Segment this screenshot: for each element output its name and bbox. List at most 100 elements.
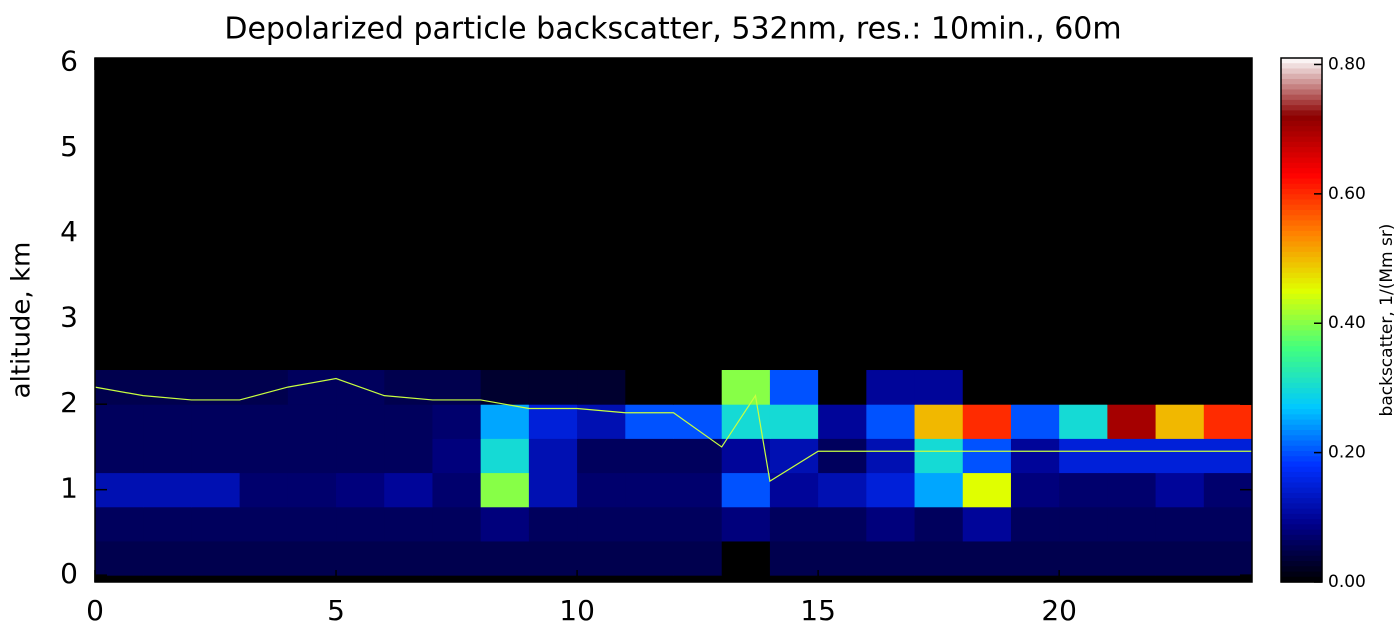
heatmap-cell — [866, 370, 916, 405]
colorbar-swatch — [1281, 440, 1322, 447]
heatmap-cell — [480, 506, 530, 542]
heatmap-cell — [1059, 370, 1108, 405]
colorbar-swatch — [1281, 147, 1322, 153]
colorbar-swatch — [1281, 503, 1322, 510]
colorbar-swatch — [1281, 152, 1322, 159]
heatmap-cell — [1010, 370, 1060, 405]
colorbar-swatch — [1281, 230, 1322, 237]
heatmap-cell — [818, 540, 867, 576]
y-tick-label: 1 — [60, 472, 78, 505]
heatmap-cell — [673, 370, 723, 405]
colorbar-swatch — [1281, 330, 1322, 337]
heatmap-cell — [577, 370, 626, 405]
colorbar-swatch — [1281, 209, 1322, 216]
colorbar-swatch — [1281, 272, 1322, 279]
x-tick-label: 0 — [86, 594, 104, 627]
heatmap-cell — [287, 438, 337, 474]
heatmap-cell — [336, 438, 385, 474]
heatmap-cell — [1107, 506, 1157, 542]
colorbar-swatch — [1281, 131, 1322, 138]
heatmap-cell — [769, 506, 819, 542]
heatmap-cell — [673, 404, 723, 439]
heatmap-cell — [143, 540, 192, 576]
y-tick-label: 6 — [60, 44, 78, 77]
heatmap-cell — [1059, 472, 1108, 508]
heatmap-cell — [239, 472, 289, 508]
heatmap-cell — [336, 404, 385, 439]
colorbar-swatch — [1281, 513, 1322, 520]
colorbar-swatch — [1281, 115, 1322, 122]
colorbar-swatch — [1281, 241, 1322, 248]
heatmap-cell — [1155, 540, 1205, 576]
heatmap-cell — [625, 506, 674, 542]
heatmap-cell — [673, 506, 723, 542]
x-tick-label: 15 — [800, 594, 836, 627]
colorbar-swatch — [1281, 430, 1322, 436]
heatmap-cell — [818, 438, 867, 474]
colorbar-swatch — [1281, 540, 1322, 546]
colorbar-swatch — [1281, 314, 1322, 321]
heatmap-cell — [625, 370, 674, 405]
heatmap-cell — [625, 472, 674, 508]
heatmap-cell — [384, 540, 433, 576]
heatmap-cell — [721, 370, 771, 405]
heatmap-cell — [239, 404, 289, 439]
heatmap-cell — [962, 438, 1012, 474]
colorbar-swatch — [1281, 471, 1322, 478]
heatmap-cell — [191, 404, 241, 439]
colorbar-swatch — [1281, 377, 1322, 384]
colorbar-swatch — [1281, 461, 1322, 468]
colorbar-swatch — [1281, 524, 1322, 531]
colorbar-swatch — [1281, 372, 1322, 379]
colorbar-swatch — [1281, 136, 1322, 143]
colorbar-tick-label: 0.60 — [1328, 184, 1366, 204]
heatmap-cell — [95, 370, 144, 405]
heatmap-cell — [239, 540, 289, 576]
colorbar-tick-label: 0.80 — [1328, 54, 1366, 74]
heatmap-cell — [721, 540, 771, 576]
heatmap-cell — [866, 540, 916, 576]
colorbar-swatch — [1281, 189, 1322, 195]
heatmap-cell — [1010, 404, 1060, 439]
heatmap-cell — [384, 404, 433, 439]
heatmap-cell — [866, 404, 916, 439]
colorbar-swatch — [1281, 576, 1322, 583]
heatmap-cell — [1010, 472, 1060, 508]
colorbar-swatch — [1281, 262, 1322, 269]
colorbar-swatch — [1281, 571, 1322, 578]
heatmap-cell — [1059, 438, 1108, 474]
colorbar-swatch — [1281, 246, 1322, 253]
heatmap-cell — [1155, 472, 1205, 508]
heatmap-cell — [1059, 506, 1108, 542]
heatmap-cell — [962, 540, 1012, 576]
colorbar-swatch — [1281, 393, 1322, 400]
colorbar-swatch — [1281, 498, 1322, 504]
heatmap-cell — [721, 472, 771, 508]
heatmap-cell — [1107, 370, 1157, 405]
colorbar-swatch — [1281, 424, 1322, 431]
heatmap-cell — [432, 472, 482, 508]
heatmap-cell — [384, 506, 433, 542]
heatmap-cell — [721, 506, 771, 542]
y-tick-label: 3 — [60, 301, 78, 334]
colorbar-swatch — [1281, 361, 1322, 368]
heatmap-cell — [1010, 540, 1060, 576]
colorbar-tick-label: 0.40 — [1328, 313, 1366, 333]
colorbar-swatch — [1281, 519, 1322, 525]
heatmap-cell — [769, 404, 819, 439]
heatmap-cell — [95, 404, 144, 439]
heatmap-cell — [914, 472, 964, 508]
heatmap-cell — [577, 404, 626, 439]
heatmap-cell — [287, 506, 337, 542]
colorbar-swatch — [1281, 105, 1322, 111]
colorbar-swatch — [1281, 409, 1322, 415]
heatmap-cell — [336, 506, 385, 542]
heatmap-cell — [528, 506, 578, 542]
heatmap-cell — [769, 370, 819, 405]
heatmap-cell — [432, 540, 482, 576]
colorbar-label: backscatter, 1/(Mm sr) — [1377, 224, 1397, 417]
colorbar-swatch — [1281, 367, 1322, 373]
y-tick-label: 2 — [60, 386, 78, 419]
heatmap-cell — [432, 438, 482, 474]
colorbar-swatch — [1281, 293, 1322, 300]
